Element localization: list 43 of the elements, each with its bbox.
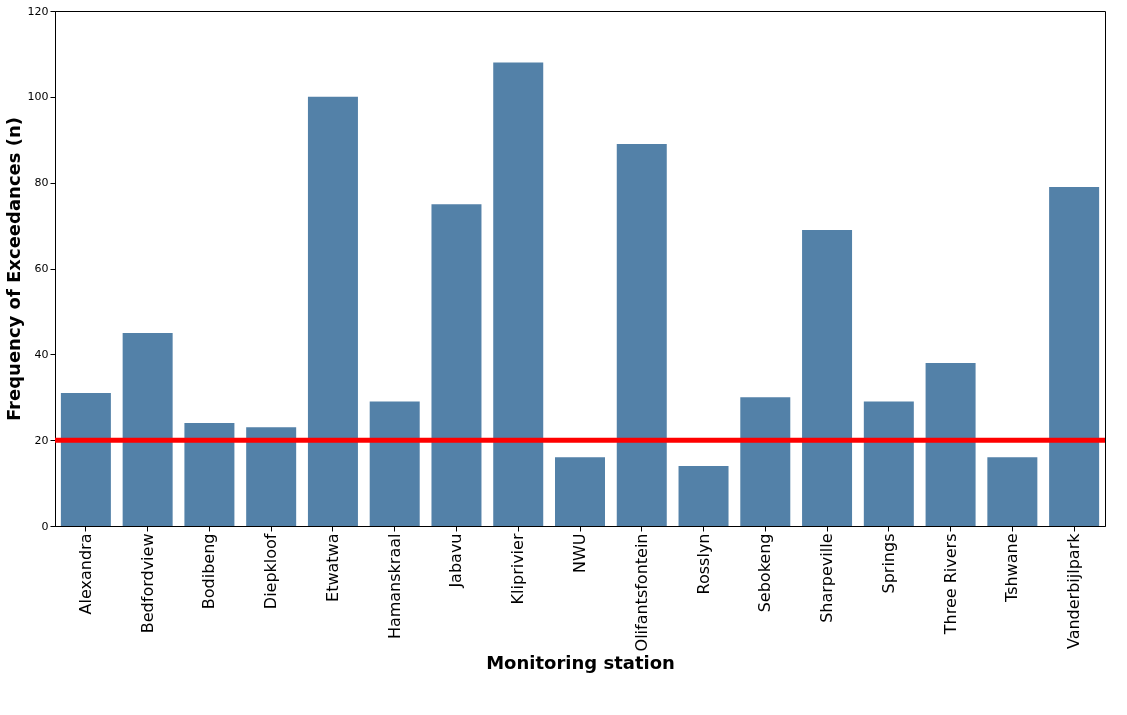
bar xyxy=(246,427,297,526)
x-tick-label: Sharpeville xyxy=(817,533,837,623)
x-tick-label: Olifantsfontein xyxy=(631,533,651,652)
x-tick-label: NWU xyxy=(570,533,589,573)
y-tick-label: 60 xyxy=(34,262,49,275)
x-tick-label: Etwatwa xyxy=(322,533,342,602)
bar xyxy=(1049,186,1100,526)
x-tick-label: Kliprivier xyxy=(508,533,528,605)
x-tick-label: Sebokeng xyxy=(755,533,775,613)
x-tick-label: Diepkloof xyxy=(261,533,281,610)
y-tick-label: 0 xyxy=(41,519,49,533)
x-tick-label: Vanderbijlpark xyxy=(1064,532,1084,650)
bar xyxy=(987,457,1038,526)
bar xyxy=(431,204,482,526)
y-axis-title: Frequency of Exceedances (n) xyxy=(2,116,24,422)
x-tick-label: Rosslyn xyxy=(693,533,713,595)
bar xyxy=(60,392,111,526)
y-tick-label: 120 xyxy=(27,4,49,18)
y-tick-label: 80 xyxy=(34,176,49,190)
x-tick-label: Bodibeng xyxy=(199,533,219,610)
x-tick-label: Jabavu xyxy=(446,533,466,589)
bar xyxy=(740,397,791,526)
bar xyxy=(122,332,173,526)
bar xyxy=(616,144,667,526)
x-tick-label: Bedfordview xyxy=(137,533,157,634)
x-tick-label: Hamanskraal xyxy=(384,533,404,640)
bar xyxy=(555,457,605,526)
bar xyxy=(678,465,729,526)
x-tick-label: Springs xyxy=(878,533,898,594)
bar xyxy=(863,401,914,526)
bar xyxy=(307,96,358,526)
bar xyxy=(369,401,420,526)
x-tick-label: Alexandra xyxy=(75,533,95,615)
x-tick-label: Three Rivers xyxy=(940,533,960,636)
bar xyxy=(802,229,853,526)
bar xyxy=(925,362,976,526)
y-tick-label: 20 xyxy=(34,433,49,447)
bar xyxy=(493,62,544,526)
bar xyxy=(184,423,235,526)
x-tick-label: Tshwane xyxy=(1002,533,1022,603)
x-axis-title: Monitoring station xyxy=(486,652,675,674)
y-tick-label: 40 xyxy=(34,347,49,361)
y-tick-label: 100 xyxy=(27,90,49,104)
